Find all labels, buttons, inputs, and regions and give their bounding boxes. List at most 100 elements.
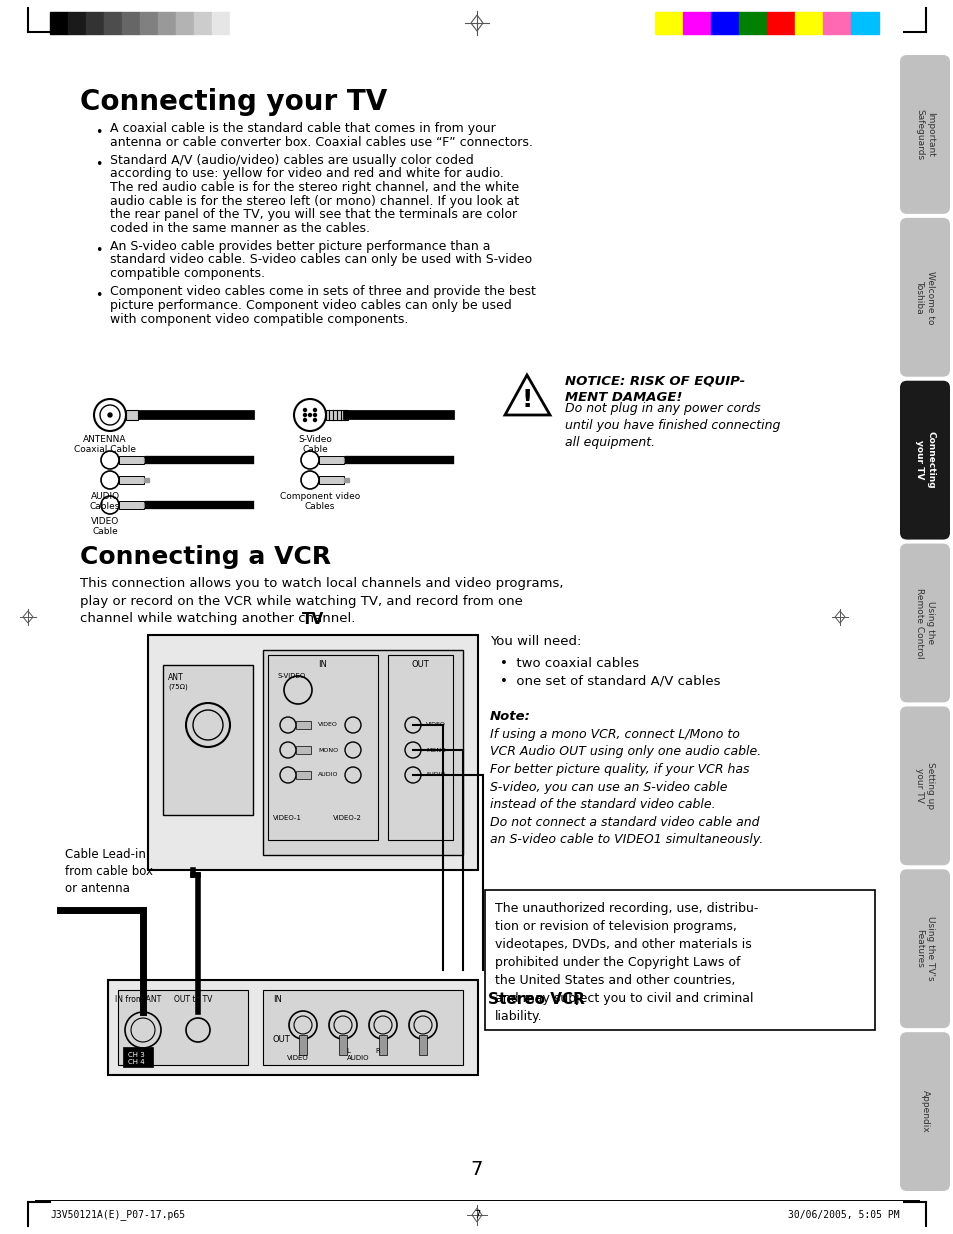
- Bar: [119, 501, 144, 508]
- Text: L: L: [346, 1048, 350, 1054]
- Circle shape: [314, 418, 316, 422]
- Text: !: !: [520, 387, 532, 412]
- Text: Stereo VCR: Stereo VCR: [488, 992, 584, 1007]
- Circle shape: [314, 413, 316, 417]
- Text: VIDEO-2: VIDEO-2: [333, 814, 361, 821]
- Bar: [175, 12, 193, 35]
- Text: standard video cable. S-video cables can only be used with S-video: standard video cable. S-video cables can…: [110, 253, 532, 267]
- Bar: [344, 478, 349, 482]
- Circle shape: [303, 413, 306, 417]
- Text: An S-video cable provides better picture performance than a: An S-video cable provides better picture…: [110, 239, 490, 253]
- Text: Connecting
your TV: Connecting your TV: [914, 432, 934, 489]
- Circle shape: [308, 413, 312, 417]
- Bar: [766, 12, 794, 35]
- Bar: [344, 458, 349, 462]
- FancyBboxPatch shape: [899, 543, 949, 702]
- Text: Important
Safeguards: Important Safeguards: [914, 109, 934, 160]
- Text: ANT: ANT: [168, 673, 183, 682]
- Text: AUDIO
Cables: AUDIO Cables: [90, 492, 120, 511]
- Text: Setting up
your TV: Setting up your TV: [914, 763, 934, 810]
- Text: Using the TV's
Features: Using the TV's Features: [914, 917, 934, 981]
- Text: 7: 7: [471, 1160, 482, 1178]
- Text: TV: TV: [301, 612, 324, 627]
- Text: IN: IN: [318, 660, 327, 669]
- Text: OUT to TV: OUT to TV: [173, 995, 212, 1004]
- Text: with component video compatible components.: with component video compatible componen…: [110, 312, 408, 326]
- Bar: [326, 410, 348, 420]
- FancyBboxPatch shape: [899, 1032, 949, 1191]
- Text: according to use: yellow for video and red and white for audio.: according to use: yellow for video and r…: [110, 168, 503, 180]
- Bar: [655, 12, 682, 35]
- FancyBboxPatch shape: [899, 869, 949, 1028]
- Bar: [144, 503, 149, 507]
- Text: AUDIO: AUDIO: [346, 1055, 369, 1061]
- Text: •: •: [95, 290, 102, 302]
- Text: •  one set of standard A/V cables: • one set of standard A/V cables: [499, 675, 720, 689]
- Bar: [108, 980, 477, 1075]
- Bar: [484, 890, 874, 1030]
- Bar: [119, 476, 144, 484]
- Bar: [212, 12, 230, 35]
- Bar: [193, 12, 212, 35]
- Bar: [418, 1035, 427, 1055]
- Bar: [144, 478, 149, 482]
- FancyBboxPatch shape: [899, 381, 949, 539]
- Bar: [119, 457, 144, 464]
- Bar: [68, 12, 86, 35]
- Bar: [388, 655, 453, 840]
- FancyBboxPatch shape: [899, 706, 949, 865]
- Bar: [148, 636, 477, 870]
- Text: VIDEO: VIDEO: [317, 722, 337, 728]
- Text: NOTICE: RISK OF EQUIP-
MENT DAMAGE!: NOTICE: RISK OF EQUIP- MENT DAMAGE!: [564, 375, 744, 404]
- Text: compatible components.: compatible components.: [110, 267, 265, 280]
- Text: Component video
Cables: Component video Cables: [279, 492, 359, 511]
- Text: picture performance. Component video cables can only be used: picture performance. Component video cab…: [110, 299, 511, 312]
- Text: Cable Lead-in
from cable box
or antenna: Cable Lead-in from cable box or antenna: [65, 848, 152, 895]
- Bar: [140, 12, 158, 35]
- Bar: [126, 410, 138, 420]
- Text: Welcome to
Toshiba: Welcome to Toshiba: [914, 270, 934, 325]
- Bar: [123, 1046, 152, 1067]
- Bar: [850, 12, 878, 35]
- Text: VIDEO-1: VIDEO-1: [273, 814, 302, 821]
- Bar: [118, 990, 248, 1065]
- Bar: [338, 1035, 347, 1055]
- Text: R: R: [375, 1048, 380, 1054]
- Text: S-VIDEO: S-VIDEO: [277, 673, 306, 679]
- Text: The red audio cable is for the stereo right channel, and the white: The red audio cable is for the stereo ri…: [110, 181, 518, 194]
- Bar: [86, 12, 104, 35]
- Bar: [710, 12, 739, 35]
- Bar: [158, 12, 175, 35]
- Text: AUDIO: AUDIO: [317, 772, 338, 777]
- Text: OUT: OUT: [273, 1035, 291, 1044]
- Bar: [263, 990, 462, 1065]
- Text: •: •: [95, 244, 102, 257]
- Text: Appendix: Appendix: [920, 1090, 928, 1133]
- Text: Connecting a VCR: Connecting a VCR: [80, 545, 331, 569]
- Text: audio cable is for the stereo left (or mono) channel. If you look at: audio cable is for the stereo left (or m…: [110, 195, 518, 207]
- Bar: [739, 12, 766, 35]
- Bar: [682, 12, 710, 35]
- Text: Connecting your TV: Connecting your TV: [80, 88, 387, 116]
- Text: antenna or cable converter box. Coaxial cables use “F” connectors.: antenna or cable converter box. Coaxial …: [110, 136, 533, 148]
- Circle shape: [314, 408, 316, 411]
- FancyBboxPatch shape: [899, 218, 949, 376]
- Bar: [295, 771, 311, 779]
- Bar: [263, 650, 462, 855]
- Text: J3V50121A(E)_P07-17.p65: J3V50121A(E)_P07-17.p65: [50, 1209, 185, 1220]
- Bar: [298, 1035, 307, 1055]
- Circle shape: [303, 408, 306, 411]
- Text: VIDEO: VIDEO: [287, 1055, 309, 1061]
- Text: MONO: MONO: [426, 748, 446, 753]
- Bar: [144, 458, 149, 462]
- Text: Do not plug in any power cords
until you have finished connecting
all equipment.: Do not plug in any power cords until you…: [564, 402, 780, 449]
- Bar: [50, 12, 68, 35]
- Text: If using a mono VCR, connect L/Mono to
VCR Audio OUT using only one audio cable.: If using a mono VCR, connect L/Mono to V…: [490, 728, 762, 847]
- Text: 7: 7: [474, 1211, 479, 1220]
- Text: AUDIO: AUDIO: [426, 772, 446, 777]
- Bar: [230, 12, 248, 35]
- FancyBboxPatch shape: [899, 56, 949, 213]
- Text: OUT: OUT: [411, 660, 429, 669]
- Text: Standard A/V (audio/video) cables are usually color coded: Standard A/V (audio/video) cables are us…: [110, 154, 474, 167]
- Text: •: •: [95, 158, 102, 172]
